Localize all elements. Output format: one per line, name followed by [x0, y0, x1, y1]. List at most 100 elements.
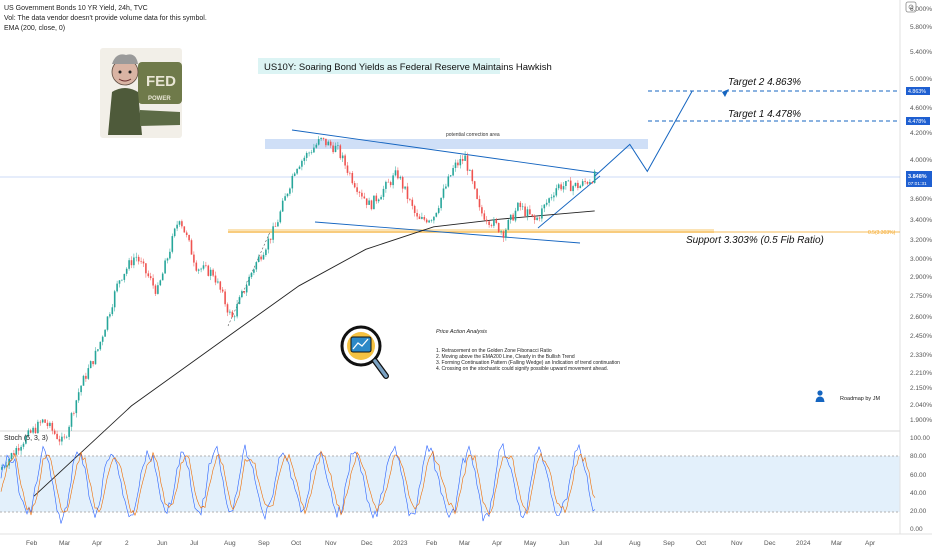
- price-axis[interactable]: 6.000% 5.800% 5.400% 5.000% 4.600% 4.200% 4.00…: [910, 6, 932, 424]
- candle: [257, 254, 260, 263]
- candle: [507, 219, 510, 231]
- ema200-line: [33, 210, 595, 497]
- candle: [591, 181, 594, 185]
- candle: [589, 179, 591, 185]
- candle: [593, 169, 596, 184]
- candle: [193, 251, 195, 267]
- candle: [34, 423, 37, 434]
- candle: [229, 309, 231, 315]
- candle: [195, 260, 198, 272]
- candle: [99, 341, 102, 351]
- candle: [526, 206, 529, 221]
- candle: [104, 329, 106, 337]
- candle: [106, 316, 109, 332]
- candle: [250, 272, 253, 279]
- candle: [476, 188, 478, 200]
- time-axis-label: Jul: [594, 540, 603, 547]
- current-price-time: 07:01:31: [908, 181, 927, 187]
- roadmap-label: Roadmap by JM: [840, 396, 880, 402]
- candle: [337, 141, 339, 150]
- candle: [541, 205, 543, 222]
- stoch-axis[interactable]: 100.00 80.00 60.00 40.00 20.00 0.00: [910, 435, 930, 533]
- fib-support-zone: [228, 229, 714, 233]
- candle: [392, 172, 394, 189]
- candle: [116, 280, 118, 293]
- candle: [219, 280, 222, 293]
- stoch-axis-label: 100.00: [910, 435, 930, 442]
- candle: [509, 214, 512, 224]
- candle: [418, 213, 421, 220]
- candle: [161, 272, 164, 281]
- time-axis-label: 2: [125, 540, 129, 547]
- candle: [416, 209, 418, 220]
- candle: [1, 464, 3, 471]
- candle: [68, 425, 70, 440]
- candle: [205, 261, 207, 268]
- candle: [291, 173, 294, 193]
- candle: [37, 419, 39, 434]
- candle: [73, 411, 75, 416]
- candle: [349, 171, 351, 176]
- candle: [409, 198, 411, 202]
- candle: [27, 428, 30, 438]
- candle: [121, 279, 123, 282]
- candle: [356, 183, 358, 195]
- candle: [505, 228, 507, 241]
- candle: [387, 178, 390, 183]
- dashed-uptrend-line: [227, 231, 271, 327]
- time-axis-label: Feb: [426, 540, 438, 547]
- candle: [238, 295, 241, 305]
- candle: [17, 443, 20, 455]
- candle: [481, 204, 483, 217]
- candle: [560, 182, 562, 192]
- candle: [58, 435, 61, 446]
- candle: [152, 274, 154, 289]
- candle: [233, 314, 236, 322]
- candle: [519, 201, 522, 211]
- candle: [224, 289, 226, 307]
- price-axis-label: 3.600%: [910, 196, 932, 203]
- price-axis-label: 3.000%: [910, 256, 932, 263]
- time-axis-label: Sep: [663, 540, 675, 547]
- candle: [380, 194, 382, 200]
- candle: [293, 172, 296, 177]
- candle: [94, 347, 97, 365]
- candle: [260, 254, 262, 262]
- candle: [363, 192, 366, 199]
- stoch-axis-label: 60.00: [910, 472, 927, 479]
- price-axis-label: 6.000%: [910, 6, 932, 13]
- time-axis-label: Feb: [26, 540, 38, 547]
- candle: [500, 230, 502, 235]
- time-axis-label: Apr: [865, 540, 876, 547]
- price-axis-label: 2.210%: [910, 370, 932, 377]
- candle: [425, 218, 428, 224]
- candle: [32, 426, 34, 435]
- candle: [202, 261, 205, 271]
- chart-magnifier-icon: [340, 325, 389, 379]
- person-icon: [815, 390, 825, 402]
- candle: [581, 179, 584, 187]
- candle: [169, 248, 171, 260]
- candle: [82, 374, 85, 386]
- time-axis-label: Jun: [559, 540, 570, 547]
- candle: [159, 279, 162, 287]
- candle: [281, 198, 284, 212]
- candle: [97, 349, 99, 352]
- candle: [303, 155, 306, 165]
- candle: [423, 215, 426, 222]
- candle: [236, 300, 238, 319]
- symbol-line: US Government Bonds 10 YR Yield, 24h, TV…: [4, 5, 148, 12]
- candle: [373, 195, 375, 210]
- candle: [358, 190, 361, 197]
- stoch-band-fill: [0, 456, 900, 512]
- settings-icon[interactable]: [905, 1, 917, 13]
- candle: [502, 230, 505, 242]
- candle: [485, 216, 488, 225]
- candle: [445, 183, 447, 190]
- time-axis[interactable]: Feb Mar Apr 2 Jun Jul Aug Sep Oct Nov Dec 2023 Feb Ma…: [26, 540, 876, 547]
- candle: [85, 372, 87, 382]
- candle: [327, 140, 330, 146]
- target2-tag-value: 4.863%: [908, 89, 926, 95]
- candle: [130, 256, 133, 269]
